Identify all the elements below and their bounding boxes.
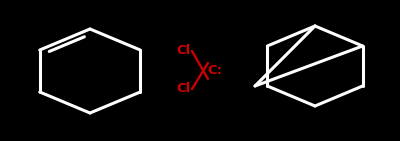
Text: Cl: Cl <box>177 82 191 95</box>
Text: Cl: Cl <box>177 45 191 58</box>
Text: C:: C: <box>207 64 222 78</box>
